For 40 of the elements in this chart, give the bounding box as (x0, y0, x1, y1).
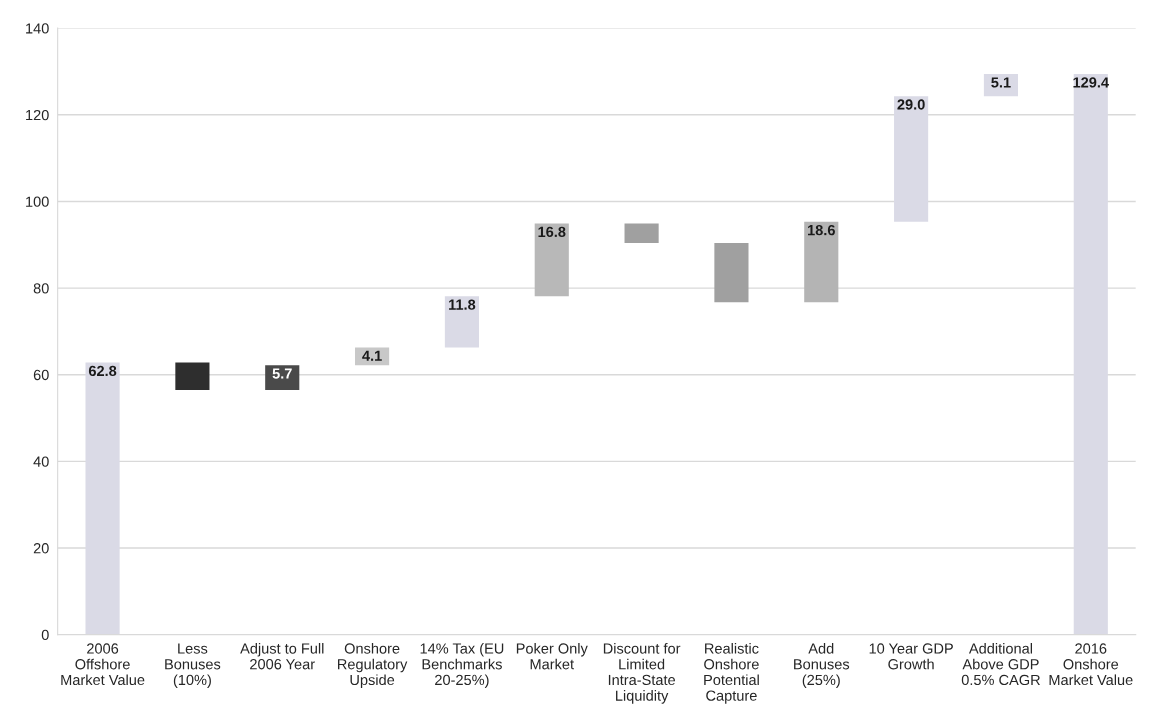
data-label: 62.8 (88, 365, 117, 377)
x-tick-label: 2006 Offshore Market Value (61, 643, 145, 686)
x-tick-label: 14% Tax (EU Benchmarks 20-25%) (420, 642, 504, 688)
y-tick-label: 140 (26, 23, 49, 34)
bar (714, 243, 749, 303)
y-tick-label: 80 (33, 283, 49, 294)
bar (804, 221, 839, 303)
bar (894, 96, 929, 222)
y-tick-label: 20 (33, 543, 49, 554)
y-tick-label: 40 (33, 456, 49, 467)
data-label: 11.8 (449, 299, 476, 310)
x-tick-label: Discount for Limited Intra-State Liquidity (603, 642, 681, 704)
y-tick-label: 60 (33, 369, 49, 381)
x-tick-label: Additional Above GDP 0.5% CAGR (961, 642, 1040, 686)
data-label: 129.4 (1073, 77, 1109, 88)
data-label: 5.7 (272, 368, 292, 379)
y-tick-label: 100 (26, 196, 49, 207)
x-tick-label: Add Bonuses (25%) (794, 642, 850, 688)
data-label: 18.6 (808, 224, 835, 236)
x-tick-label: Poker Only Market (516, 642, 588, 670)
bar (175, 362, 210, 390)
y-tick-label: 0 (41, 629, 49, 641)
bar (1073, 74, 1108, 635)
x-tick-label: Onshore Regulatory Upside (338, 642, 408, 688)
bar (624, 223, 659, 244)
bar (983, 74, 1019, 97)
x-tick-label: 2016 Onshore Market Value (1049, 643, 1133, 686)
bar (265, 365, 300, 390)
data-label: 16.8 (538, 226, 566, 238)
y-tick-label: 120 (26, 109, 49, 121)
bar (534, 223, 569, 297)
data-label: 5.1 (991, 77, 1011, 88)
x-tick-label: 10 Year GDP Growth (869, 643, 953, 670)
x-tick-label: Adjust to Full 2006 Year (240, 642, 324, 670)
data-label: 4.1 (362, 350, 382, 361)
bar (85, 362, 120, 635)
data-label: 29.0 (897, 99, 925, 110)
bar (444, 296, 479, 348)
x-tick-label: Less Bonuses (10%) (165, 643, 221, 688)
x-tick-label: Realistic Onshore Potential Capture (704, 642, 759, 704)
